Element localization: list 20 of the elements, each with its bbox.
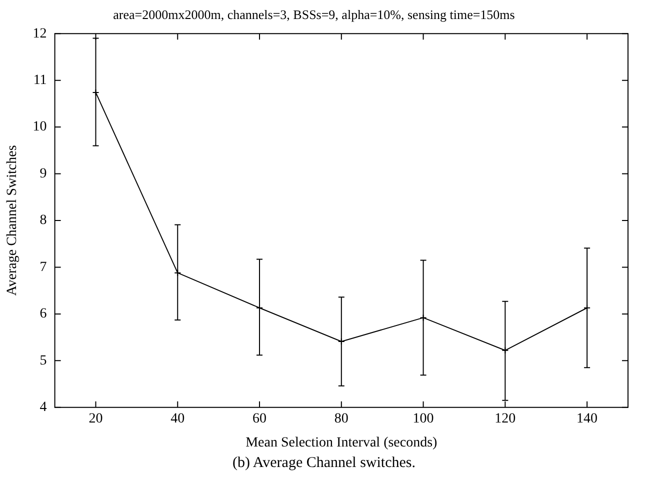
y-tick-label: 9	[40, 166, 47, 182]
y-tick-label: 5	[40, 353, 47, 368]
y-tick-label: 7	[40, 260, 47, 275]
x-tick-label: 20	[88, 411, 103, 426]
x-tick-label: 140	[576, 411, 598, 426]
text: (b) Average Channel switches.	[232, 455, 416, 472]
x-tick-label: 40	[170, 411, 185, 426]
x-tick-label: 80	[334, 411, 348, 426]
y-axis-title: Average Channel Switches	[5, 145, 20, 296]
y-tick-label: 10	[32, 120, 47, 135]
y-tick-label: 8	[40, 213, 47, 228]
y-tick-label: 11	[33, 72, 47, 88]
x-tick-label: 120	[494, 411, 516, 426]
x-tick-label: 60	[252, 411, 267, 426]
x-axis-title: Mean Selection Interval (seconds)	[246, 435, 438, 450]
y-tick-label: 6	[40, 306, 47, 322]
y-tick-label: 12	[32, 26, 47, 42]
x-tick-label: 100	[412, 411, 434, 426]
y-tick-label: 4	[40, 400, 47, 416]
chart-title: area=2000mx2000m, channels=3, BSSs=9, alpha=10%, sensing time=150ms	[113, 7, 515, 22]
